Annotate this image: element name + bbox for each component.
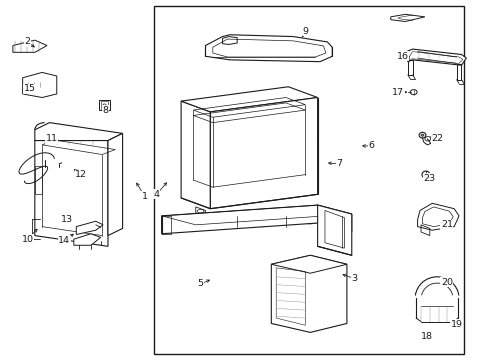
- Text: 19: 19: [449, 320, 462, 329]
- Text: 10: 10: [21, 235, 34, 244]
- Text: 11: 11: [46, 134, 58, 143]
- Text: 13: 13: [61, 215, 72, 224]
- Ellipse shape: [420, 134, 423, 136]
- Text: 17: 17: [391, 87, 403, 96]
- Polygon shape: [13, 40, 47, 52]
- Text: 4: 4: [153, 190, 160, 199]
- Polygon shape: [161, 205, 351, 234]
- Text: 22: 22: [430, 134, 442, 143]
- Text: 18: 18: [421, 332, 432, 341]
- Polygon shape: [181, 101, 210, 209]
- Bar: [154, 6, 463, 354]
- Polygon shape: [181, 87, 317, 112]
- Polygon shape: [390, 14, 424, 22]
- Text: 1: 1: [141, 192, 147, 201]
- Text: 8: 8: [102, 105, 108, 114]
- Text: 2: 2: [24, 37, 30, 46]
- Text: 14: 14: [58, 237, 70, 246]
- Polygon shape: [271, 255, 346, 332]
- Text: 16: 16: [396, 52, 408, 61]
- Text: 15: 15: [24, 84, 36, 93]
- Text: 7: 7: [336, 159, 342, 168]
- Polygon shape: [74, 234, 101, 245]
- Ellipse shape: [425, 218, 428, 221]
- Polygon shape: [35, 140, 108, 246]
- Polygon shape: [35, 123, 122, 140]
- Polygon shape: [210, 98, 317, 209]
- Bar: [101, 101, 108, 109]
- Polygon shape: [205, 35, 331, 62]
- Text: 12: 12: [75, 170, 87, 179]
- Text: 5: 5: [197, 279, 203, 288]
- Text: 20: 20: [440, 278, 452, 287]
- Bar: [99, 100, 110, 110]
- Text: 6: 6: [367, 141, 373, 150]
- Polygon shape: [417, 203, 458, 230]
- Ellipse shape: [424, 173, 427, 176]
- Polygon shape: [108, 134, 122, 235]
- Text: 9: 9: [302, 27, 308, 36]
- Polygon shape: [317, 205, 351, 255]
- Text: 23: 23: [423, 174, 435, 183]
- Polygon shape: [22, 72, 57, 98]
- Polygon shape: [271, 255, 346, 273]
- Polygon shape: [405, 49, 466, 65]
- Text: 3: 3: [350, 274, 357, 283]
- Text: 21: 21: [440, 220, 452, 229]
- Bar: [280, 302, 302, 311]
- Polygon shape: [76, 221, 103, 234]
